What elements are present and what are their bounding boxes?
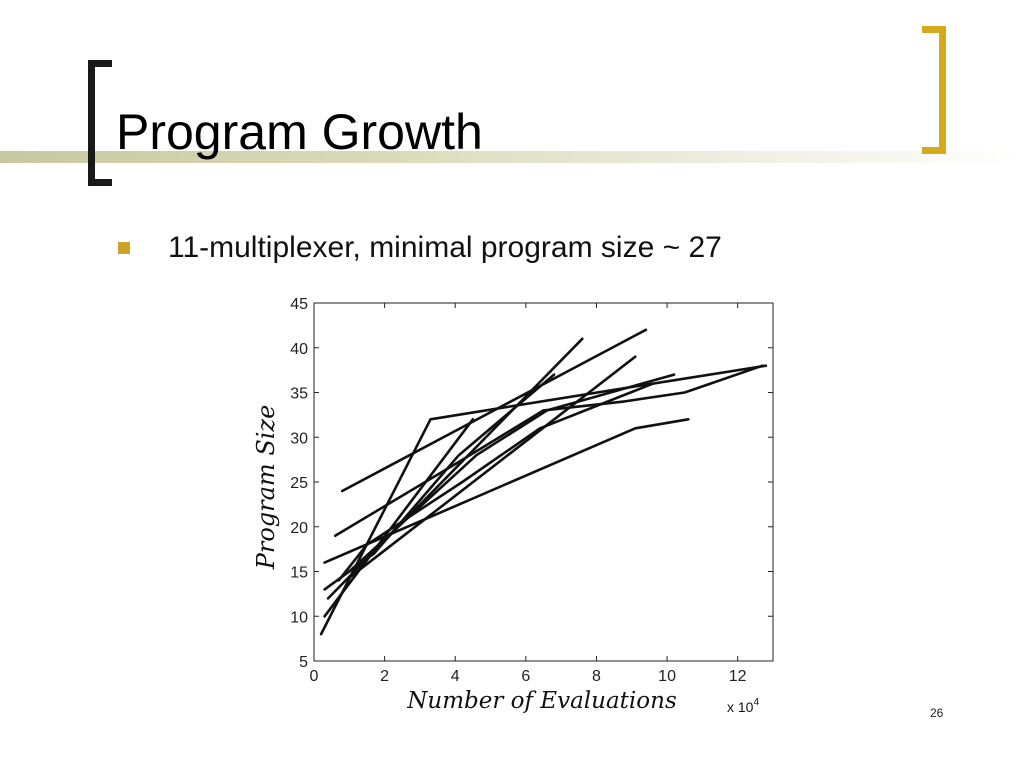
y-tick-label: 45	[290, 296, 308, 313]
y-tick-label: 25	[290, 475, 308, 492]
growth-series-line	[340, 328, 648, 493]
y-tick-label: 40	[290, 341, 308, 358]
y-tick-label: 15	[290, 565, 308, 582]
growth-series-line	[323, 418, 690, 564]
y-tick-label: 5	[299, 654, 308, 671]
y-tick-label: 10	[290, 609, 308, 626]
y-tick-label: 30	[290, 430, 308, 447]
bullet-text: 11-multiplexer, minimal program size ~ 2…	[168, 231, 722, 264]
square-bullet-icon	[118, 242, 130, 254]
x-tick-label: 4	[451, 668, 460, 685]
x-tick-label: 10	[658, 668, 676, 685]
growth-series-line	[333, 364, 764, 537]
x-tick-label: 2	[380, 668, 389, 685]
title-underline-bar	[0, 151, 1024, 163]
growth-series-line	[344, 355, 637, 582]
x-tick-label: 6	[521, 668, 530, 685]
growth-series-line	[337, 364, 768, 582]
plot-frame	[313, 302, 774, 662]
page-number: 26	[930, 706, 944, 720]
x-tick-label: 0	[310, 668, 319, 685]
x-multiplier-base: x 10	[727, 699, 754, 715]
growth-series-line	[348, 373, 676, 573]
y-axis-label: Program Size	[252, 405, 280, 571]
x-multiplier-exponent: 4	[753, 697, 759, 708]
growth-series-line	[323, 418, 475, 618]
y-tick-label: 35	[290, 386, 308, 403]
right-bracket-decoration	[922, 26, 946, 154]
x-axis-label: Number of Evaluations	[406, 688, 677, 714]
y-tick-label: 20	[290, 520, 308, 537]
x-tick-label: 8	[592, 668, 601, 685]
slide-title: Program Growth	[116, 104, 483, 160]
x-tick-label: 12	[729, 668, 747, 685]
growth-series-line	[319, 382, 655, 636]
x-axis-multiplier: x 104	[727, 697, 759, 715]
program-growth-chart: Program Size Number of Evaluations x 104…	[252, 296, 774, 715]
left-bracket-decoration	[88, 60, 112, 186]
bullet-item: 11-multiplexer, minimal program size ~ 2…	[118, 228, 722, 268]
